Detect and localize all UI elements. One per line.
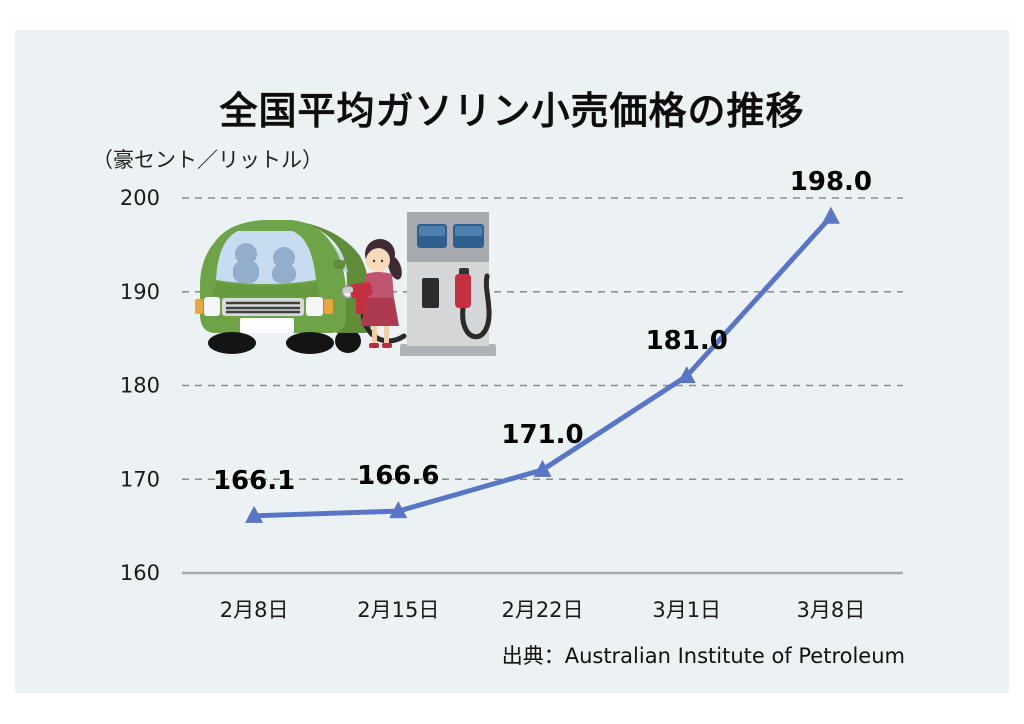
x-tick-label: 3月8日 (797, 598, 866, 622)
data-point-label: 166.6 (357, 461, 439, 491)
y-tick-label: 200 (120, 186, 160, 210)
data-point-label: 181.0 (646, 326, 728, 356)
y-tick-label: 170 (120, 467, 160, 491)
data-point-marker (821, 206, 840, 224)
data-point-marker (533, 459, 552, 477)
passenger-silhouettes (233, 243, 296, 283)
y-tick-label: 190 (120, 280, 160, 304)
refueling-illustration (195, 212, 496, 356)
data-point-marker (389, 501, 408, 519)
source-caption: 出典：Australian Institute of Petroleum (501, 644, 905, 668)
x-tick-label: 2月22日 (501, 598, 583, 622)
x-tick-label: 2月15日 (357, 598, 439, 622)
data-point-marker (677, 366, 696, 384)
data-point-label: 171.0 (501, 420, 583, 450)
chart-panel (15, 30, 1009, 693)
data-point-label: 198.0 (790, 167, 872, 197)
chart-title: 全国平均ガソリン小売価格の推移 (219, 89, 805, 133)
x-tick-label: 2月8日 (220, 598, 289, 622)
y-tick-label: 160 (120, 561, 160, 585)
gas-pump-illustration (400, 212, 496, 356)
data-point-marker (245, 505, 264, 523)
y-tick-label: 180 (120, 374, 160, 398)
x-tick-label: 3月1日 (652, 598, 721, 622)
y-axis-unit-label: （豪セント／リットル） (92, 148, 323, 172)
data-point-label: 166.1 (213, 466, 295, 496)
fuel-nozzle-icon (342, 282, 373, 314)
car-illustration (195, 220, 371, 354)
person-illustration (341, 239, 407, 348)
